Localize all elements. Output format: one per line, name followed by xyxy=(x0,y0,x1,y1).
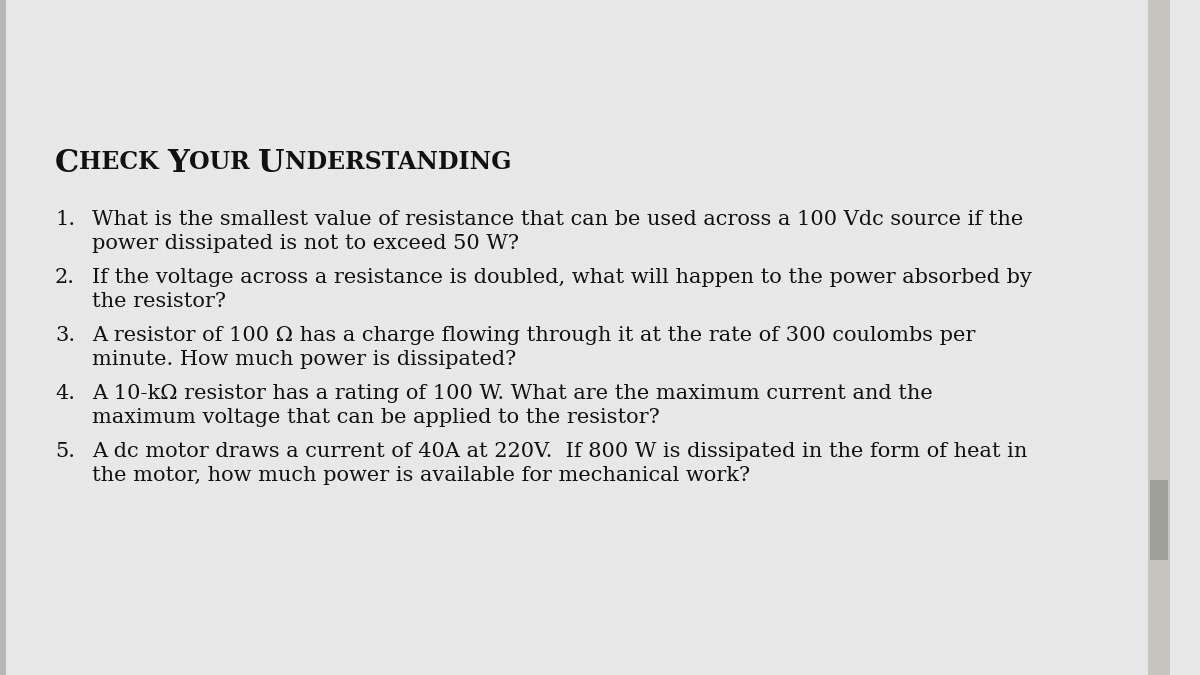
Text: C: C xyxy=(55,148,79,179)
Text: 1.: 1. xyxy=(55,210,76,229)
Text: OUR: OUR xyxy=(190,150,258,174)
Text: U: U xyxy=(258,148,284,179)
Text: 2.: 2. xyxy=(55,268,74,287)
Text: 4.: 4. xyxy=(55,384,74,403)
Text: A dc motor draws a current of 40A at 220V.  If 800 W is dissipated in the form o: A dc motor draws a current of 40A at 220… xyxy=(92,442,1027,461)
Text: minute. How much power is dissipated?: minute. How much power is dissipated? xyxy=(92,350,516,369)
Bar xyxy=(1150,480,1168,560)
Bar xyxy=(1148,0,1170,675)
Text: A 10-kΩ resistor has a rating of 100 W. What are the maximum current and the: A 10-kΩ resistor has a rating of 100 W. … xyxy=(92,384,932,403)
Text: A resistor of 100 Ω has a charge flowing through it at the rate of 300 coulombs : A resistor of 100 Ω has a charge flowing… xyxy=(92,326,976,345)
Bar xyxy=(0,0,6,675)
Text: Y: Y xyxy=(167,148,190,179)
Text: NDERSTANDING: NDERSTANDING xyxy=(284,150,511,174)
Text: power dissipated is not to exceed 50 W?: power dissipated is not to exceed 50 W? xyxy=(92,234,520,253)
Text: the motor, how much power is available for mechanical work?: the motor, how much power is available f… xyxy=(92,466,750,485)
Text: What is the smallest value of resistance that can be used across a 100 Vdc sourc: What is the smallest value of resistance… xyxy=(92,210,1024,229)
Text: HECK: HECK xyxy=(79,150,167,174)
Text: If the voltage across a resistance is doubled, what will happen to the power abs: If the voltage across a resistance is do… xyxy=(92,268,1032,287)
Text: maximum voltage that can be applied to the resistor?: maximum voltage that can be applied to t… xyxy=(92,408,660,427)
Text: 5.: 5. xyxy=(55,442,74,461)
Text: 3.: 3. xyxy=(55,326,76,345)
Text: the resistor?: the resistor? xyxy=(92,292,226,311)
